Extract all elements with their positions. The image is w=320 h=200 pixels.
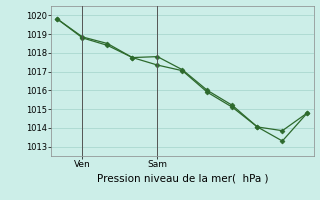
X-axis label: Pression niveau de la mer(  hPa ): Pression niveau de la mer( hPa )	[97, 173, 268, 183]
